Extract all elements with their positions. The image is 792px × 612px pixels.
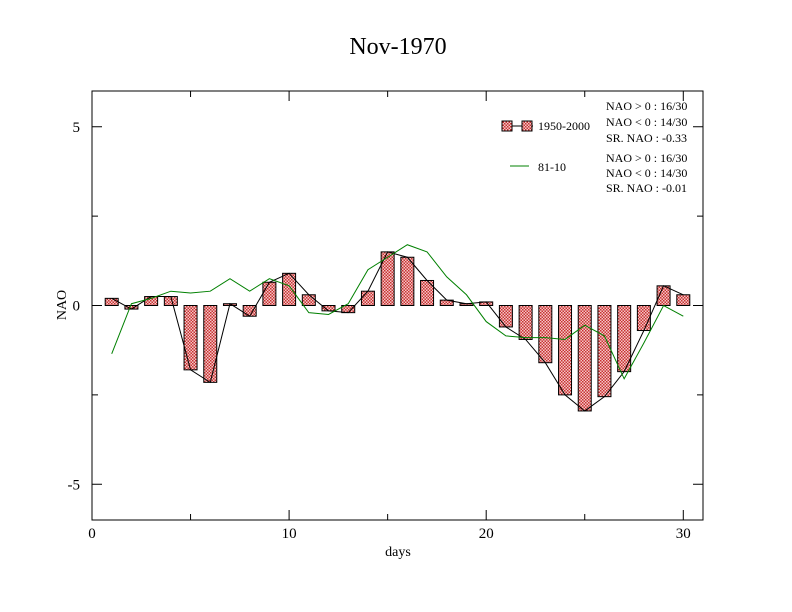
y-axis: -5 0 5 bbox=[68, 120, 703, 493]
y-tick-label: 5 bbox=[73, 120, 81, 136]
stats-1-nao-neg: NAO < 0 : 14/30 bbox=[606, 115, 687, 129]
legend-label-bars: 1950-2000 bbox=[538, 119, 590, 133]
y-tick-label: 0 bbox=[73, 299, 81, 315]
y-axis-label: NAO bbox=[55, 290, 70, 320]
bar-day-17 bbox=[420, 279, 435, 307]
bar-day-6 bbox=[203, 305, 218, 383]
bar-day-26 bbox=[597, 305, 612, 398]
bar-day-30 bbox=[676, 294, 691, 306]
series-line-81-10 bbox=[111, 244, 684, 380]
legend-entry-line: 81-10 bbox=[510, 160, 566, 174]
bar-day-16 bbox=[400, 256, 415, 306]
stats-2-nao-pos: NAO > 0 : 16/30 bbox=[606, 151, 687, 165]
bar-day-22 bbox=[518, 305, 533, 340]
bar-tip-connector bbox=[111, 251, 684, 412]
legend-entry-bars: 1950-2000 bbox=[501, 119, 590, 133]
stats-1-nao-pos: NAO > 0 : 16/30 bbox=[606, 99, 687, 113]
x-axis: 0 10 20 30 bbox=[88, 91, 691, 542]
bar-day-21 bbox=[498, 305, 513, 328]
bar-day-5 bbox=[183, 305, 198, 371]
stats-block-2: NAO > 0 : 16/30 NAO < 0 : 14/30 SR. NAO … bbox=[606, 151, 687, 195]
stats-2-sr-nao: SR. NAO : -0.01 bbox=[606, 181, 687, 195]
bar-day-25 bbox=[577, 305, 592, 412]
bar-day-11 bbox=[301, 294, 316, 306]
x-tick-label: 20 bbox=[479, 526, 494, 542]
y-tick-label: -5 bbox=[68, 477, 81, 493]
legend-bar-swatch-left bbox=[501, 120, 513, 132]
bar-day-14 bbox=[360, 290, 375, 307]
legend-label-line: 81-10 bbox=[538, 160, 566, 174]
x-axis-label: days bbox=[385, 545, 411, 560]
legend-bar-swatch-right bbox=[521, 120, 533, 132]
bar-day-8 bbox=[242, 305, 257, 317]
legend: 1950-2000 81-10 NAO > 0 : 16/30 NAO < 0 … bbox=[501, 99, 687, 195]
chart-title: Nov-1970 bbox=[349, 34, 446, 60]
bar-day-24 bbox=[558, 305, 573, 396]
x-tick-label: 0 bbox=[88, 526, 96, 542]
x-tick-label: 10 bbox=[282, 526, 297, 542]
stats-2-nao-neg: NAO < 0 : 14/30 bbox=[606, 166, 687, 180]
stats-block-1: NAO > 0 : 16/30 NAO < 0 : 14/30 SR. NAO … bbox=[606, 99, 687, 145]
bar-day-28 bbox=[636, 305, 651, 332]
bar-day-1 bbox=[104, 297, 119, 307]
plot-area bbox=[92, 244, 703, 412]
bar-day-12 bbox=[321, 305, 336, 312]
x-tick-label: 30 bbox=[676, 526, 691, 542]
stats-1-sr-nao: SR. NAO : -0.33 bbox=[606, 131, 687, 145]
bar-day-9 bbox=[262, 281, 277, 307]
bar-day-23 bbox=[538, 305, 553, 364]
